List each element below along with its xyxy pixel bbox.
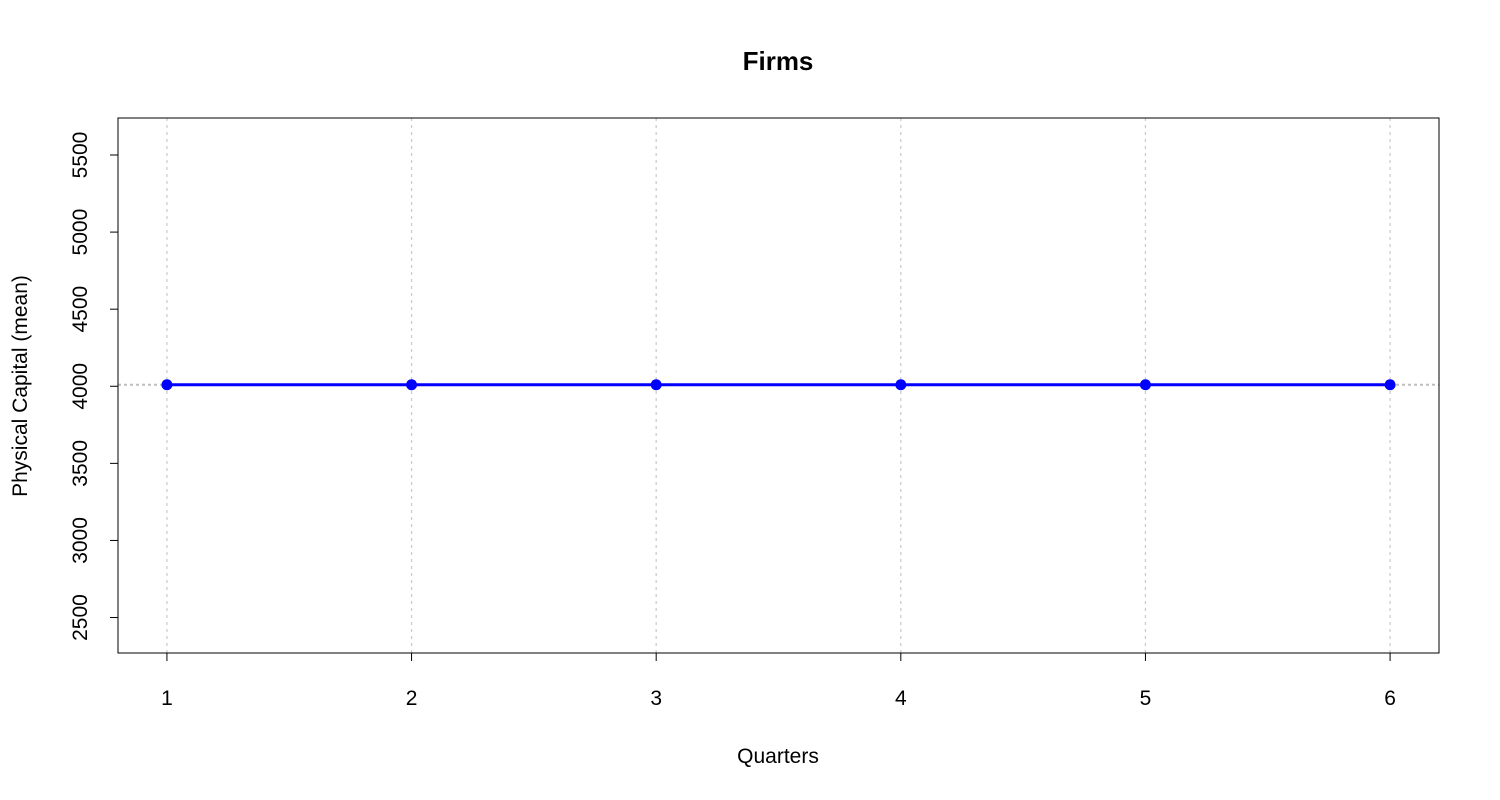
data-point-5 [1139,379,1151,391]
data-point-3 [650,379,662,391]
x-axis-title: Quarters [737,745,819,768]
plot-frame [117,117,1440,654]
y-tick-label-2: 3000 [69,517,92,564]
y-tick-label-3: 3500 [69,440,92,487]
y-tick-label-4: 4000 [69,363,92,410]
data-point-6 [1384,379,1396,391]
data-point-4 [895,379,907,391]
chart-title: Firms [743,46,814,76]
data-point-1 [161,379,173,391]
x-tick-label-1: 1 [161,687,173,710]
y-axis: 2500 3000 3500 4000 4500 5000 5500 [69,132,118,641]
y-tick-label-5: 4500 [69,286,92,333]
data-point-2 [406,379,418,391]
x-tick-label-5: 5 [1140,687,1152,710]
x-tick-label-3: 3 [650,687,662,710]
x-tick-label-2: 2 [406,687,418,710]
y-tick-label-6: 5000 [69,209,92,256]
y-tick-label-1: 2500 [69,594,92,641]
y-axis-title: Physical Capital (mean) [9,275,32,497]
x-tick-label-6: 6 [1384,687,1396,710]
x-tick-label-4: 4 [895,687,907,710]
series-group [161,379,1396,391]
y-tick-label-7: 5500 [69,132,92,179]
x-axis: 1 2 3 4 5 6 [161,653,1396,710]
